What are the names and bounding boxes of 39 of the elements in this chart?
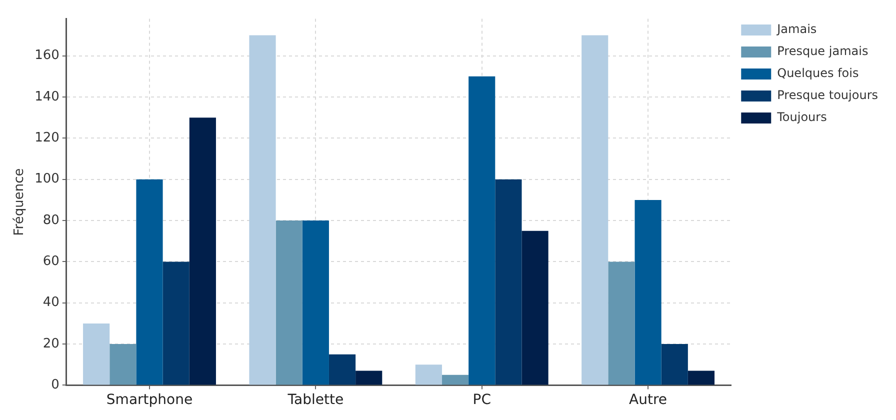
bar (468, 76, 496, 385)
bar (302, 220, 329, 385)
legend-label: Presque toujours (777, 88, 878, 102)
y-tick-label: 160 (34, 48, 60, 64)
y-tick-label: 40 (42, 295, 60, 310)
y-tick-label: 80 (42, 212, 60, 228)
y-axis-title: Fréquence (12, 168, 28, 236)
bar (608, 262, 635, 385)
bar (661, 344, 688, 385)
bar (442, 374, 469, 385)
bar (189, 118, 216, 385)
x-tick-label: Smartphone (106, 392, 193, 408)
bar (495, 179, 522, 385)
bar (328, 354, 356, 385)
bar (110, 344, 136, 385)
legend-label: Quelques fois (777, 66, 859, 80)
y-tick-label: 140 (34, 89, 60, 104)
y-tick-label: 20 (42, 336, 60, 352)
bar (634, 200, 662, 385)
bar (582, 35, 608, 385)
bar (136, 179, 163, 385)
bar (356, 370, 382, 385)
x-tick-label: PC (472, 392, 492, 408)
bar (249, 35, 276, 385)
legend-label: Jamais (776, 22, 817, 36)
bar (162, 262, 190, 385)
y-tick-label: 60 (42, 254, 60, 270)
y-tick-label: 120 (34, 130, 60, 146)
bar (688, 370, 715, 385)
legend-label: Toujours (776, 110, 827, 124)
x-tick-label: Tablette (286, 392, 344, 408)
legend-label: Presque jamais (777, 44, 868, 58)
bar (276, 220, 302, 385)
bar (415, 364, 442, 385)
y-tick-label: 0 (51, 378, 60, 393)
y-tick-label: 100 (34, 172, 60, 187)
bar (522, 230, 548, 385)
x-tick-label: Autre (629, 392, 668, 408)
bar (83, 323, 110, 385)
